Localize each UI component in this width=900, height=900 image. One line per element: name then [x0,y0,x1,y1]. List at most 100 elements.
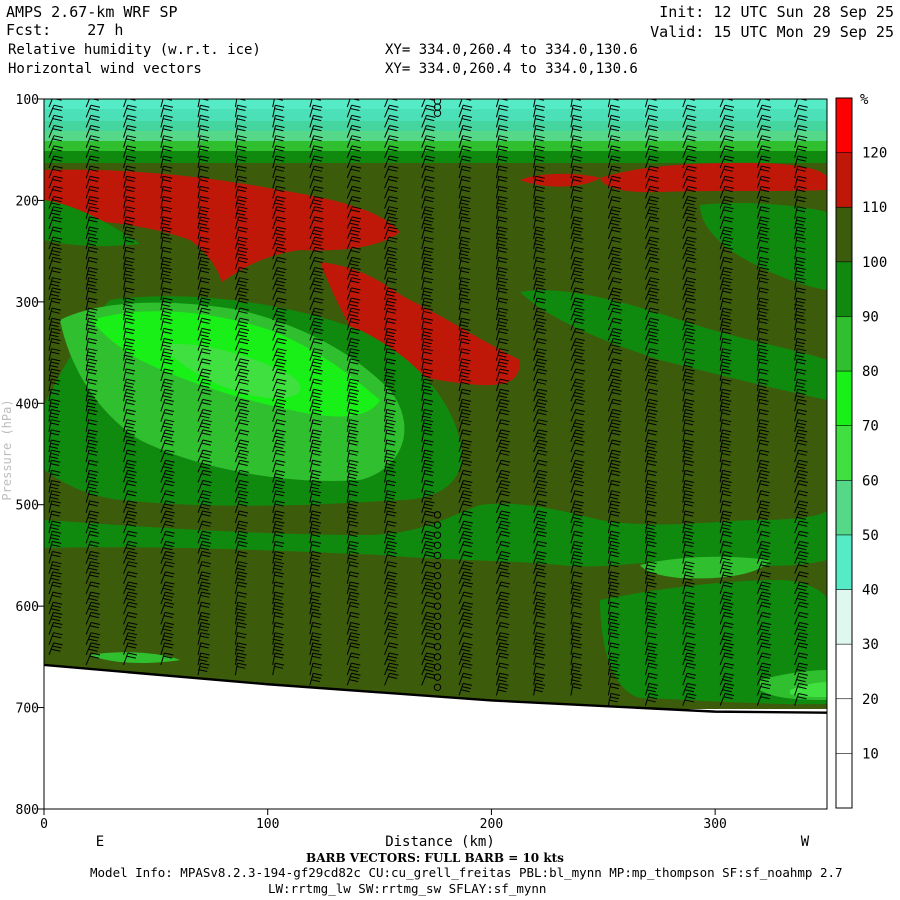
wind-barb [607,642,620,655]
wind-barb [346,571,360,584]
wind-barb [421,632,436,645]
rh-region-saturated-east [600,162,827,193]
wind-barb [197,449,213,463]
wind-barb [85,611,101,625]
wind-barb [123,256,135,270]
wind-barb [272,206,286,219]
wind-barb [682,327,696,341]
wind-barb [794,297,806,311]
wind-barb [160,155,173,169]
wind-barb [421,368,433,382]
wind-barb [48,490,61,503]
wind-barb [794,307,806,321]
wind-barb [682,672,697,686]
wind-barb [48,611,63,625]
wind-barb [756,307,769,321]
wind-barb [160,226,173,240]
wind-barb [570,358,585,372]
wind-barb [607,510,621,524]
wind-barb [421,419,434,432]
wind-barb [234,611,247,625]
wind-barb [495,226,508,240]
wind-barb [421,449,434,463]
wind-barb [85,287,98,300]
wind-barb [234,591,248,605]
valid-time: Valid: 15 UTC Mon 29 Sep 25 [650,23,894,41]
wind-barb [458,409,472,422]
wind-barb [48,256,62,270]
wind-barb [272,267,287,280]
wind-barb [421,196,435,209]
wind-barb [48,287,62,300]
wind-barb [719,530,733,544]
wind-barb [495,652,510,666]
wind-barb [197,520,212,534]
colorbar-label: 60 [862,473,879,489]
wind-barb [234,277,249,290]
wind-barb [607,469,621,483]
wind-barb [719,561,733,574]
wind-barb [197,551,212,564]
wind-barb [48,388,61,402]
wind-barb [570,561,583,574]
y-tick-label: 100 [16,93,39,108]
wind-barb [570,510,584,524]
wind-barb [123,216,136,229]
wind-barb [570,317,585,331]
wind-barb [570,632,583,645]
wind-barb [533,439,548,453]
rh-region-lower-east [600,580,827,705]
wind-barb [85,348,98,361]
wind-barb [85,378,98,392]
wind-barb [309,155,324,169]
wind-barb [495,368,510,382]
barb-column [346,99,362,686]
wind-barb [607,520,621,534]
wind-barb [85,642,101,656]
wind-barb [384,338,397,351]
wind-barb [458,206,471,219]
wind-barb [160,216,173,229]
wind-barb [272,490,285,503]
wind-barb [533,104,546,118]
wind-barb [346,317,361,331]
wind-barb [682,520,695,534]
wind-barb [533,327,547,341]
wind-barb [123,500,138,514]
wind-barb [48,480,61,493]
wind-barb [272,551,285,564]
barb-column [533,99,548,696]
wind-barb [719,398,732,412]
wind-barb [234,409,250,422]
wind-barb [794,398,807,412]
wind-barb [756,206,770,219]
wind-barb [123,652,138,666]
wind-barb [346,611,360,625]
wind-barb [346,409,359,422]
wind-barb [85,135,100,148]
wind-barb [756,469,770,483]
wind-barb [48,348,61,361]
wind-barb [384,185,399,199]
wind-barb [607,358,623,372]
wind-barb [794,185,807,199]
wind-barb [234,125,247,138]
wind-barb [644,571,657,584]
wind-barb [756,520,771,534]
wind-barb [756,196,771,209]
wind-barb [234,632,247,645]
wind-barb [644,114,659,128]
wind-barb [495,581,511,595]
wind-barb [160,520,175,534]
wind-barb [533,338,547,351]
wind-barb [794,155,808,169]
wind-barb [123,419,136,432]
wind-barb [123,277,135,290]
wind-barb [495,459,511,473]
wind-barb [756,155,771,169]
wind-barb [607,348,623,361]
wind-barb [85,206,99,219]
wind-barb [309,520,322,534]
wind-barb [85,368,98,382]
wind-barb [123,551,138,564]
